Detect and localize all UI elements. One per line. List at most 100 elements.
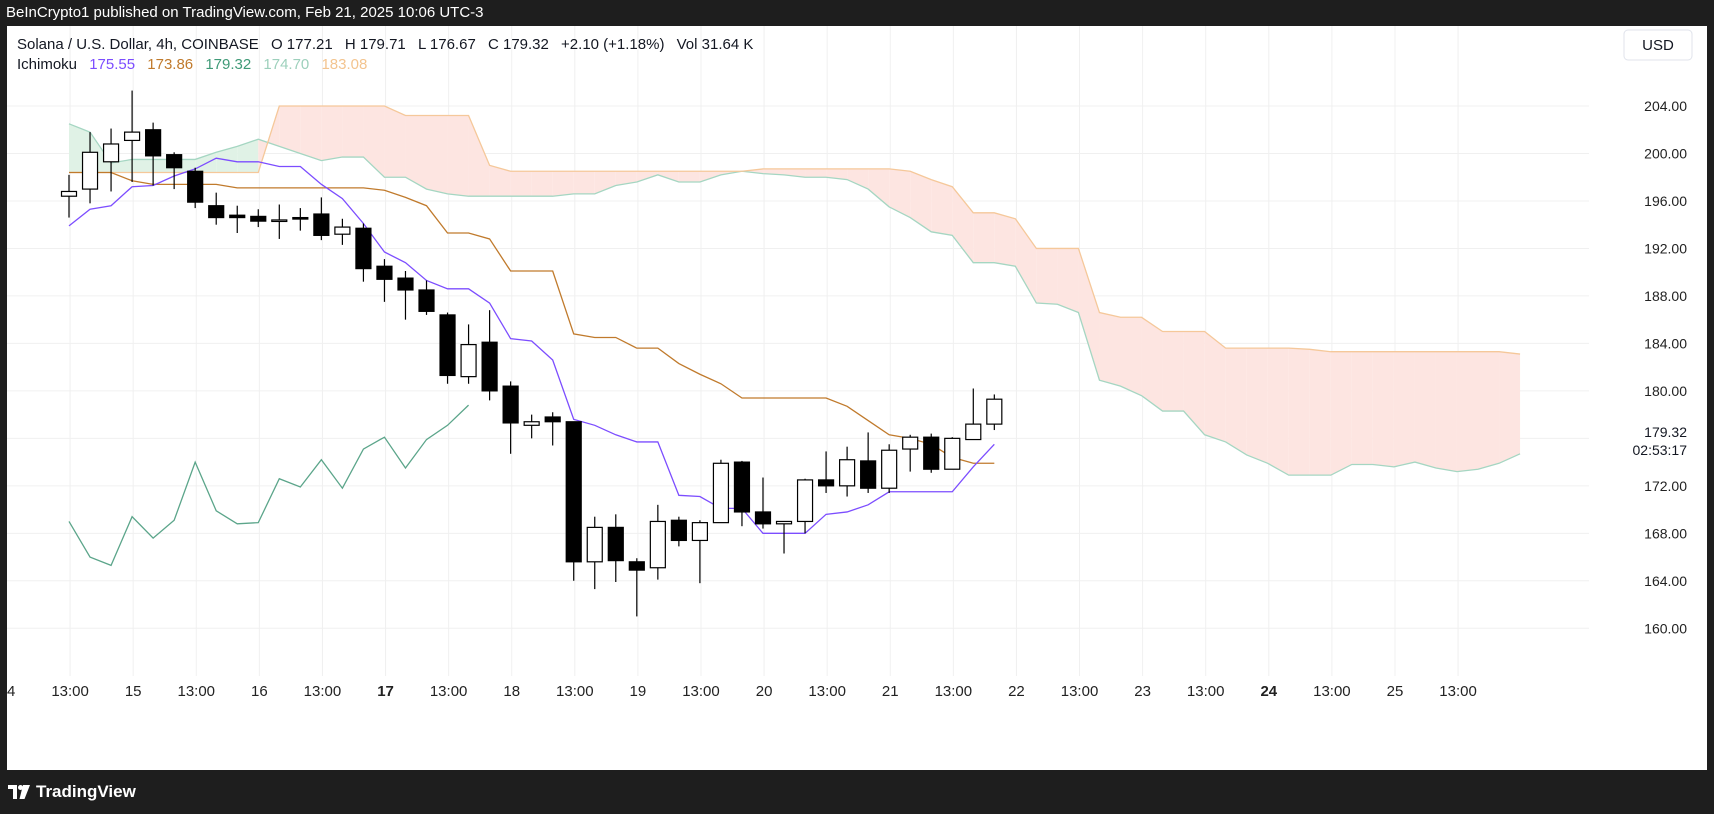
currency-button[interactable]: USD [1623,29,1693,61]
price-tick-label[interactable]: 172.00 [1644,478,1687,494]
candle[interactable] [986,394,1003,431]
candle[interactable] [376,259,393,302]
candle[interactable] [102,128,120,192]
price-axis[interactable]: 160.00164.00168.00172.00176.00180.00184.… [1644,98,1687,636]
cloud-segment [952,186,974,263]
candle[interactable] [439,312,456,384]
candle[interactable] [229,205,246,234]
candle[interactable] [754,477,772,529]
time-tick-label[interactable]: 25 [1387,683,1404,700]
candle[interactable] [523,414,540,439]
price-tick-label[interactable]: 188.00 [1644,288,1687,304]
candle[interactable] [60,174,78,218]
currency-label[interactable]: USD [1642,37,1674,54]
candle[interactable] [166,152,183,190]
candle[interactable] [944,437,961,470]
candle[interactable] [586,516,603,590]
candle[interactable] [860,432,877,493]
candle[interactable] [902,434,919,472]
candle[interactable] [839,446,856,497]
price-tick-label[interactable]: 192.00 [1644,240,1687,256]
price-tick-label[interactable]: 168.00 [1644,525,1687,541]
indicator-name[interactable]: Ichimoku [17,56,77,73]
cloud-segment [552,171,574,197]
candle[interactable] [81,132,99,204]
candle[interactable] [334,218,351,245]
candle-body-down [355,227,372,270]
candle[interactable] [649,504,666,580]
time-tick-label[interactable]: 13:00 [1313,683,1351,700]
candle[interactable] [775,520,793,554]
candle[interactable] [313,197,330,241]
time-tick-label[interactable]: 20 [756,683,773,700]
time-tick-label[interactable]: 21 [882,683,899,700]
candle-body-down [733,461,751,513]
price-tick-label[interactable]: 200.00 [1644,145,1687,161]
candle[interactable] [271,204,288,239]
candlesticks[interactable] [60,90,1003,617]
candle[interactable] [502,381,519,454]
candle[interactable] [418,280,435,315]
candle[interactable] [187,167,204,209]
time-tick-label[interactable]: 13:00 [177,683,215,700]
tradingview-logo[interactable]: TradingView [8,782,136,802]
cloud-segment [468,115,490,197]
candle[interactable] [817,451,835,493]
cloud-segment [384,106,406,178]
candle[interactable] [481,310,498,401]
time-tick-label[interactable]: 13:00 [808,683,846,700]
candle[interactable] [544,412,561,446]
candle[interactable] [145,122,162,186]
time-tick-label[interactable]: 13:00 [1439,683,1477,700]
legend-row-2[interactable]: Ichimoku 175.55 173.86 179.32 174.70 183… [17,56,367,73]
candle[interactable] [670,516,687,547]
time-tick-label[interactable]: 4 [7,683,15,700]
time-tick-label[interactable]: 13:00 [556,683,594,700]
time-tick-label[interactable]: 24 [1260,683,1277,700]
candle[interactable] [565,421,582,581]
time-tick-label[interactable]: 13:00 [935,683,973,700]
price-tick-label[interactable]: 164.00 [1644,573,1687,589]
candle[interactable] [397,270,414,320]
price-tick-label[interactable]: 160.00 [1644,620,1687,636]
time-tick-label[interactable]: 16 [251,683,268,700]
time-tick-label[interactable]: 15 [125,683,142,700]
candle[interactable] [628,558,645,617]
candle[interactable] [965,388,982,441]
price-tick-label[interactable]: 184.00 [1644,335,1687,351]
price-tick-label[interactable]: 204.00 [1644,98,1687,114]
candle[interactable] [355,223,372,282]
cloud-segment [279,106,301,154]
candle[interactable] [691,520,709,584]
time-tick-label[interactable]: 18 [503,683,520,700]
time-tick-label[interactable]: 13:00 [682,683,720,700]
time-tick-label[interactable]: 13:00 [51,683,89,700]
chart-frame[interactable]: 160.00164.00168.00172.00176.00180.00184.… [7,26,1707,770]
volume-label: Vol [677,36,698,53]
time-tick-label[interactable]: 23 [1134,683,1151,700]
cloud-segment [510,171,532,197]
time-tick-label[interactable]: 17 [377,683,394,700]
time-tick-label[interactable]: 13:00 [1061,683,1099,700]
candle[interactable] [460,324,477,384]
candle[interactable] [607,514,624,582]
candle[interactable] [923,433,940,473]
price-chart[interactable]: 160.00164.00168.00172.00176.00180.00184.… [7,26,1707,770]
candle[interactable] [250,209,267,228]
candle[interactable] [292,208,309,231]
price-tick-label[interactable]: 196.00 [1644,193,1687,209]
time-tick-label[interactable]: 22 [1008,683,1025,700]
time-tick-label[interactable]: 19 [630,683,647,700]
candle[interactable] [881,444,898,493]
candle[interactable] [123,90,141,182]
cloud-segment [1456,351,1479,472]
candle[interactable] [712,459,730,524]
time-tick-label[interactable]: 13:00 [304,683,342,700]
time-tick-label[interactable]: 13:00 [430,683,468,700]
time-tick-label[interactable]: 13:00 [1187,683,1225,700]
time-axis[interactable]: 4 13:00 15 13:00 16 13:00 17 13:00 18 13:00 19 13:0… [7,683,1477,700]
price-tick-label[interactable]: 180.00 [1644,383,1687,399]
candle[interactable] [208,192,225,225]
candle[interactable] [796,478,814,534]
candle[interactable] [733,460,751,527]
